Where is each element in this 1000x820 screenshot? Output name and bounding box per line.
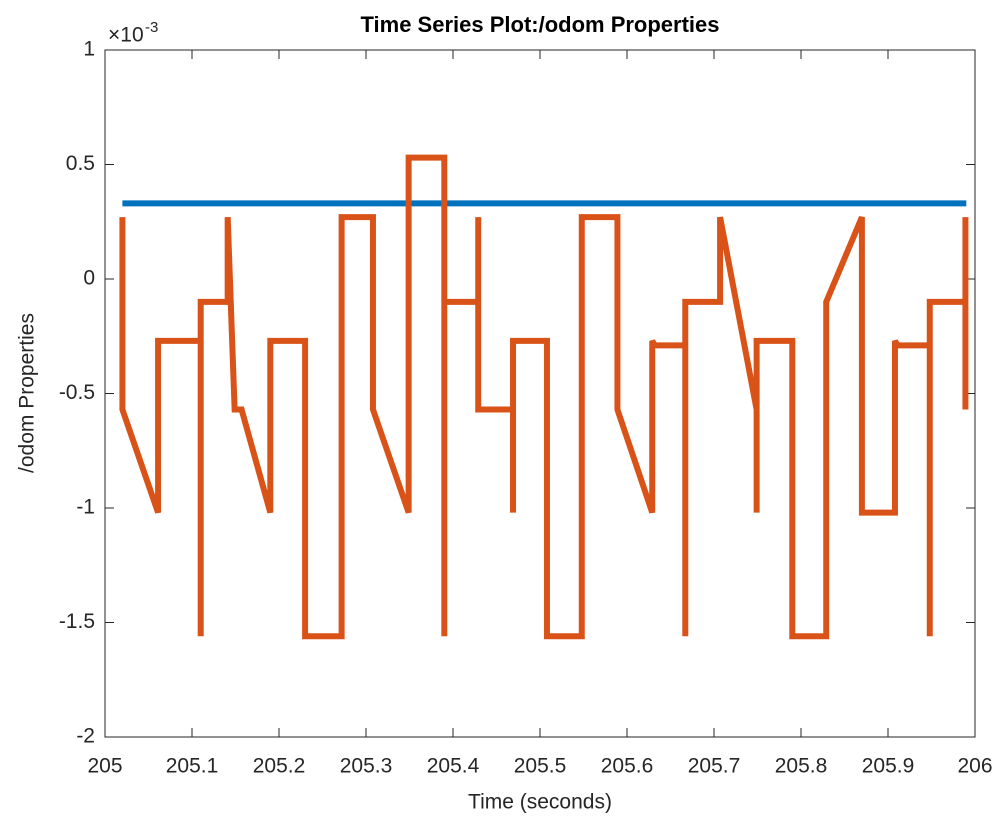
x-tick-label: 205.7 [688, 755, 741, 778]
y-tick-label: -1 [76, 496, 95, 519]
data-line [119, 154, 969, 640]
x-tick-label: 205.2 [253, 755, 306, 778]
x-tick-label: 205 [87, 755, 122, 778]
y-multiplier-base: ×10 [108, 24, 144, 47]
x-tick-label: 206 [957, 755, 992, 778]
x-tick-label: 205.5 [514, 755, 567, 778]
x-tick-label: 205.3 [340, 755, 393, 778]
y-tick-label: 0.5 [66, 152, 95, 175]
y-tick-label: -2 [76, 725, 95, 748]
y-tick-label: 1 [83, 38, 95, 61]
y-tick-label: -1.5 [59, 610, 95, 633]
y-axis-label: /odom Properties [16, 313, 39, 473]
x-tick-label: 205.9 [862, 755, 915, 778]
y-multiplier-exponent: -3 [145, 19, 158, 36]
x-tick-label: 205.1 [166, 755, 219, 778]
plot-area [104, 49, 976, 738]
chart-title: Time Series Plot:/odom Properties [360, 12, 719, 37]
x-axis-label: Time (seconds) [468, 791, 612, 814]
x-tick-label: 205.8 [775, 755, 828, 778]
y-tick-label: 0 [83, 267, 95, 290]
x-tick-label: 205.4 [427, 755, 480, 778]
y-tick-label: -0.5 [59, 381, 95, 404]
x-tick-label: 205.6 [601, 755, 654, 778]
